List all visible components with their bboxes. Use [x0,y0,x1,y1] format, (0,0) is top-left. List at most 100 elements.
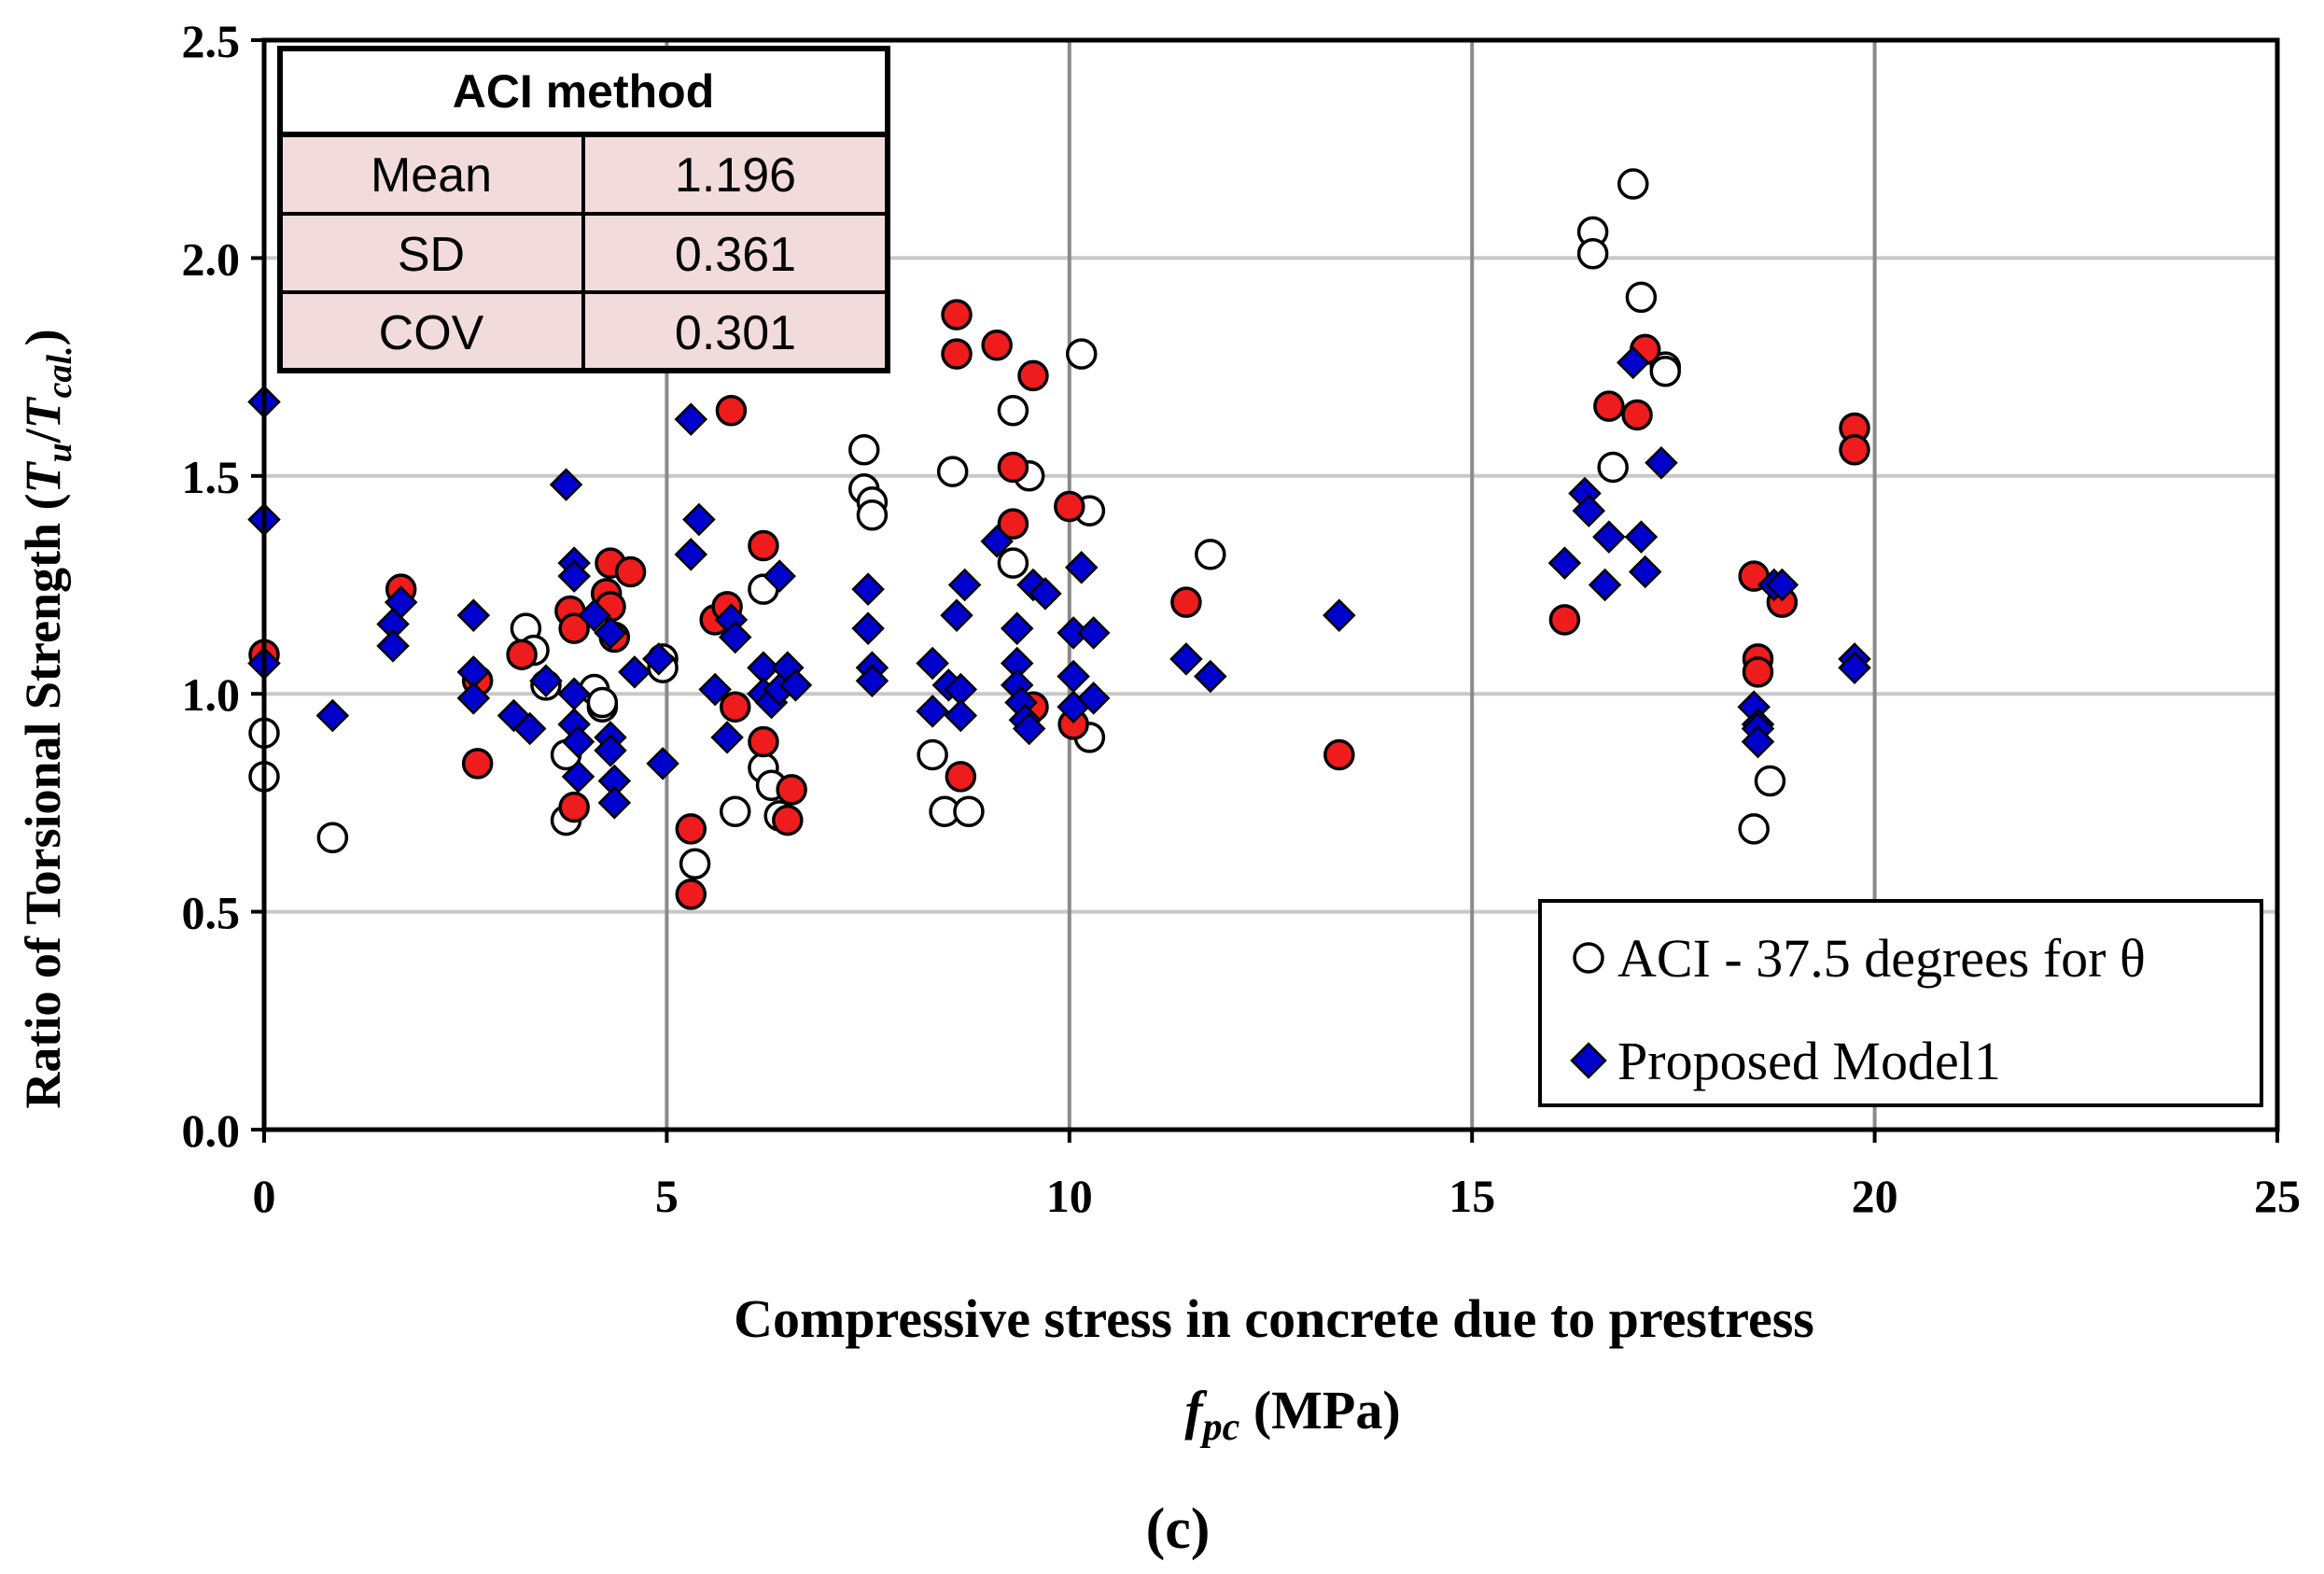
y-axis-title: Ratio of Torsional Strength (Tu/Tcal.) [15,329,79,1108]
aci-open-circle-point [1649,356,1682,387]
aci-open-circle-point [848,434,880,466]
aci-red-circle-point [558,791,590,823]
proposed-model-diamond-point [916,646,949,681]
proposed-model-diamond-point [1194,659,1227,694]
proposed-model-diamond-point [940,598,973,632]
aci-red-circle-point [1170,586,1202,618]
legend: ACI - 37.5 degrees for θ Proposed Model1 [1538,899,2263,1107]
legend-circle-open-icon [1573,942,1604,974]
proposed-model-diamond-point [1572,494,1606,527]
proposed-model-diamond-point [315,698,350,733]
proposed-model-diamond-point [646,747,679,780]
stats-label-mean: Mean [371,148,492,203]
proposed-model-diamond-point [561,724,595,759]
proposed-model-diamond-point [529,664,563,697]
proposed-model-diamond-point [851,611,885,645]
legend-label-aci: ACI - 37.5 degrees for θ [1617,928,2146,989]
aci-red-circle-point [675,878,707,910]
y-tick-label: 2.5 [182,15,241,67]
stats-table-header: ACI method [453,65,715,118]
proposed-model-diamond-point [642,642,676,676]
proposed-model-diamond-point [376,629,410,663]
aci-red-circle-point [715,395,748,427]
aci-open-circle-point [719,795,751,827]
aci-open-circle-point [856,499,889,531]
aci-red-circle-point [748,725,779,758]
proposed-model-diamond-point [1592,520,1626,554]
proposed-model-diamond-point [1616,345,1650,380]
proposed-model-diamond-point [944,698,978,733]
proposed-model-diamond-point [763,559,796,593]
legend-label-proposed: Proposed Model1 [1617,1031,2001,1091]
aci-red-circle-point [772,804,804,836]
x-tick-label: 20 [1852,1170,1898,1222]
aci-red-circle-point [748,529,779,562]
proposed-model-diamond-point [718,620,752,654]
proposed-model-diamond-point [1624,520,1659,554]
proposed-model-diamond-point [980,525,1014,558]
proposed-model-diamond-point [710,721,744,754]
proposed-model-diamond-point [1838,651,1871,684]
proposed-model-diamond-point [1012,711,1046,746]
aci-open-circle-point [1065,338,1098,370]
proposed-model-diamond-point [597,786,632,820]
proposed-model-diamond-point [512,711,547,746]
x-tick-label: 25 [2254,1170,2301,1222]
x-tick-label: 10 [1046,1170,1093,1222]
proposed-model-diamond-point [1169,642,1203,676]
proposed-model-diamond-point [698,672,732,707]
aci-red-circle-point [1621,399,1653,431]
stats-value-sd: 0.361 [675,228,796,282]
x-tick-label: 5 [655,1170,679,1222]
proposed-model-diamond-point [561,760,595,794]
aci-red-circle-point [1593,390,1625,422]
aci-open-circle-point [1617,168,1649,200]
proposed-model-diamond-point [1765,568,1799,602]
aci-red-circle-point [945,761,977,793]
proposed-model-diamond-point [594,616,627,650]
panel-label: (c) [1146,1497,1211,1561]
proposed-model-diamond-point [1588,568,1622,602]
aci-red-circle-point [981,330,1013,361]
aci-open-circle-point [997,547,1029,579]
proposed-model-diamond-point [456,598,491,632]
aci-red-circle-point [558,612,590,644]
aci-red-circle-point [675,813,707,845]
stats-table: ACI method Mean 1.196 SD 0.361 COV 0.301 [277,46,890,373]
proposed-model-diamond-point [1645,446,1678,480]
y-tick-label: 1.0 [182,668,241,721]
aci-red-circle-point [997,508,1029,540]
stats-value-mean: 1.196 [675,148,796,203]
proposed-model-diamond-point [1000,611,1034,645]
stats-label-sd: SD [398,228,465,282]
proposed-model-diamond-point [618,655,651,689]
proposed-model-diamond-point [557,559,591,593]
aci-open-circle-point [917,738,948,771]
aci-open-circle-point [1597,451,1629,484]
proposed-model-diamond-point [674,538,708,571]
aci-open-circle-point [586,686,619,719]
axis-ticks: 0 5 10 15 20 25 0.0 0.5 1.0 1.5 2.0 2.5 [182,15,2302,1222]
aci-red-circle-point [506,639,538,670]
aci-open-circle-point [1625,281,1658,314]
aci-open-circle-point [1576,237,1609,270]
proposed-model-diamond-point [1323,598,1356,632]
x-tick-label: 0 [253,1170,276,1222]
proposed-model-diamond-point [577,598,611,632]
legend-box [1538,899,2263,1107]
proposed-model-diamond-point [1064,551,1099,584]
aci-open-circle-point [936,456,969,487]
aci-red-circle-point [1054,490,1085,523]
aci-red-circle-point [461,748,494,780]
aci-open-circle-point [1754,765,1786,797]
aci-open-circle-point [953,795,985,827]
aci-red-circle-point [614,555,647,588]
aci-open-circle-point [316,822,349,853]
x-axis-title-line1: Compressive stress in concrete due to pr… [734,1288,1814,1349]
proposed-model-diamond-point [947,568,982,602]
proposed-model-diamond-point [682,502,716,537]
proposed-model-diamond-point [1076,682,1111,715]
proposed-model-diamond-point [1628,555,1662,589]
proposed-model-diamond-point [1547,546,1582,580]
